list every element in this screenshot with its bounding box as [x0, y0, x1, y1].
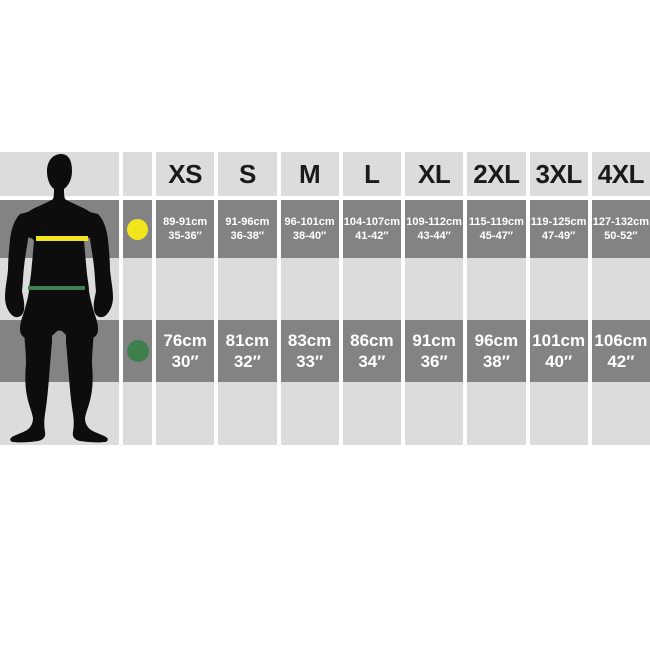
waist-cell: 101cm 40″ — [529, 320, 588, 382]
size-col-header: 2XL — [467, 152, 526, 196]
chest-cm: 104-107cm — [343, 216, 401, 228]
waist-cell: 106cm 42″ — [591, 320, 650, 382]
waist-in: 33″ — [296, 352, 324, 371]
waist-marker-cell — [123, 320, 152, 382]
waist-in: 36″ — [420, 352, 448, 371]
chest-cm: 109-112cm — [406, 216, 462, 228]
chest-row: 89-91cm 35-36″ 91-96cm 36-38″ 96-101cm 38-4… — [0, 200, 650, 258]
silhouette-right-arm — [84, 212, 113, 318]
waist-in: 40″ — [545, 352, 573, 371]
size-col-header: M — [280, 152, 339, 196]
chest-in: 43-44″ — [417, 230, 451, 242]
chest-in: 47-49″ — [541, 230, 576, 242]
chest-cell: 89-91cm 35-36″ — [156, 200, 215, 258]
size-col-header: XS — [156, 152, 215, 196]
chest-in: 41-42″ — [355, 230, 389, 242]
chest-in: 38-40″ — [292, 230, 327, 242]
header-divider — [0, 196, 650, 200]
chest-cm: 91-96cm — [225, 216, 270, 228]
chest-cell: 115-119cm 45-47″ — [467, 200, 526, 258]
waist-in: 34″ — [358, 352, 386, 371]
chest-cm: 127-132cm — [592, 216, 650, 228]
size-col-header: L — [342, 152, 401, 196]
chest-cm: 115-119cm — [468, 216, 524, 228]
waist-cm: 86cm — [350, 331, 394, 350]
size-col-header: 4XL — [591, 152, 650, 196]
yellow-dot-icon — [127, 218, 148, 240]
body-silhouette — [5, 154, 113, 443]
size-col-header: S — [218, 152, 277, 196]
size-col-header: 3XL — [529, 152, 588, 196]
waist-cm: 96cm — [474, 331, 519, 350]
size-col-header: XL — [405, 152, 464, 196]
header-row: XS S M L XL 2XL 3XL 4XL — [0, 152, 650, 196]
waist-in: 30″ — [171, 352, 199, 371]
chest-cell: 104-107cm 41-42″ — [342, 200, 401, 258]
waist-cell: 96cm 38″ — [467, 320, 526, 382]
chest-cm: 96-101cm — [284, 216, 335, 228]
chest-in: 35-36″ — [168, 230, 202, 242]
chest-cell: 91-96cm 36-38″ — [218, 200, 277, 258]
waist-cm: 101cm — [532, 331, 586, 350]
chest-measure-line — [36, 236, 88, 241]
chest-cell: 109-112cm 43-44″ — [405, 200, 464, 258]
silhouette-left-leg — [10, 332, 52, 443]
silhouette-right-leg — [66, 332, 108, 443]
waist-cm: 76cm — [163, 331, 207, 350]
waist-cm: 91cm — [412, 331, 456, 350]
green-dot-icon — [126, 340, 149, 362]
silhouette-torso — [19, 154, 99, 338]
waist-measure-line — [28, 286, 85, 290]
chest-cell: 127-132cm 50-52″ — [591, 200, 650, 258]
waist-cell: 76cm 30″ — [156, 320, 215, 382]
waist-cm: 106cm — [594, 331, 648, 350]
waist-cell: 83cm 33″ — [280, 320, 339, 382]
silhouette-left-arm — [5, 212, 34, 318]
waist-cm: 83cm — [287, 331, 332, 350]
chest-cm: 119-125cm — [530, 216, 587, 228]
waist-row: 76cm 30″ 81cm 32″ 83cm 33″ 86cm 34″ 91cm 36″ … — [0, 320, 650, 382]
chest-cell: 119-125cm 47-49″ — [529, 200, 588, 258]
waist-in: 38″ — [482, 352, 510, 371]
chest-in: 36-38″ — [230, 230, 265, 242]
waist-cell: 81cm 32″ — [218, 320, 277, 382]
waist-in: 42″ — [607, 352, 635, 371]
waist-cm: 81cm — [225, 331, 270, 350]
waist-cell: 86cm 34″ — [342, 320, 401, 382]
chest-in: 45-47″ — [479, 230, 514, 242]
size-chart-table: XS S M L XL 2XL 3XL 4XL 89-91cm 35-36″ 91… — [0, 152, 650, 445]
chest-cell: 96-101cm 38-40″ — [280, 200, 339, 258]
chest-marker-cell — [123, 200, 152, 258]
waist-in: 32″ — [233, 352, 261, 371]
marker-column-header-cell — [123, 152, 152, 196]
chest-cm: 89-91cm — [163, 216, 208, 228]
chest-in: 50-52″ — [604, 230, 638, 242]
bottom-row — [0, 382, 650, 445]
waist-cell: 91cm 36″ — [405, 320, 464, 382]
